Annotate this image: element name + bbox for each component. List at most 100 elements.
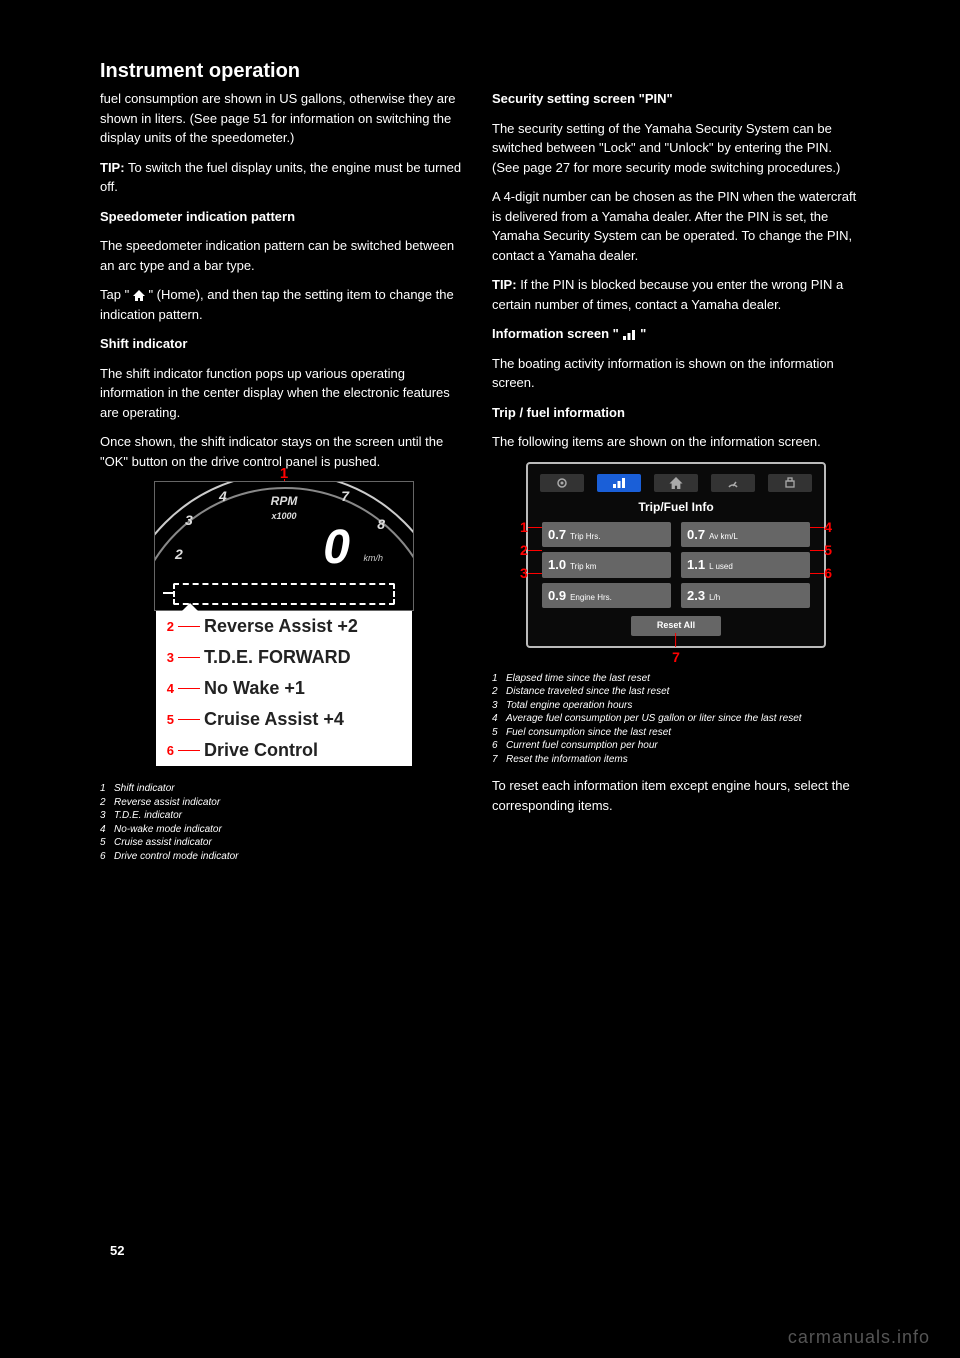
gauge-icon bbox=[726, 477, 740, 489]
caption-num: 4 bbox=[100, 823, 110, 837]
para: The following items are shown on the inf… bbox=[492, 432, 860, 452]
left-column: fuel consumption are shown in US gallons… bbox=[100, 89, 468, 863]
callout-num: 3 bbox=[160, 648, 174, 668]
rpm-text: RPM bbox=[271, 494, 298, 508]
callout-num: 3 bbox=[520, 563, 528, 584]
caption-num: 3 bbox=[492, 699, 502, 713]
list-text: T.D.E. FORWARD bbox=[204, 644, 351, 671]
tab-gauge[interactable] bbox=[711, 474, 755, 492]
caption-num: 1 bbox=[100, 782, 110, 796]
tick-7: 7 bbox=[341, 486, 349, 507]
callout-num: 2 bbox=[520, 540, 528, 561]
callout-num: 1 bbox=[520, 517, 528, 538]
para: The speedometer indication pattern can b… bbox=[100, 236, 468, 275]
tip: TIP: To switch the fuel display units, t… bbox=[100, 158, 468, 197]
callout-pointer bbox=[182, 603, 198, 611]
cell-lh[interactable]: 2.3L/h bbox=[681, 583, 810, 609]
shift-indicator-area bbox=[173, 583, 395, 605]
callout-num: 2 bbox=[160, 617, 174, 637]
screen-title: Trip/Fuel Info bbox=[538, 498, 814, 516]
callout-num: 5 bbox=[160, 710, 174, 730]
text: " ( bbox=[148, 287, 161, 302]
callout-num: 4 bbox=[824, 517, 832, 538]
cell-l-used[interactable]: 1.1 L used bbox=[681, 552, 810, 578]
para: A 4-digit number can be chosen as the PI… bbox=[492, 187, 860, 265]
cell-label: Engine Hrs. bbox=[570, 592, 612, 604]
list-row: 5 Cruise Assist +4 bbox=[156, 704, 412, 735]
caption-text: No-wake mode indicator bbox=[114, 823, 222, 837]
bars-icon bbox=[622, 330, 636, 340]
speed-unit: km/h bbox=[363, 552, 383, 566]
cell-label: L/h bbox=[709, 592, 720, 604]
caption-num: 4 bbox=[492, 712, 502, 726]
para: fuel consumption are shown in US gallons… bbox=[100, 89, 468, 148]
tick-2: 2 bbox=[175, 544, 183, 565]
tick-3: 3 bbox=[185, 510, 193, 531]
subhead-security-pin: Security setting screen "PIN" bbox=[492, 89, 860, 109]
cell-label: L used bbox=[709, 561, 733, 573]
text: Information screen " bbox=[492, 326, 619, 341]
callout-line bbox=[178, 657, 200, 658]
para: Tap " " (Home), and then tap the setting… bbox=[100, 285, 468, 324]
callout-4: 4 bbox=[810, 517, 832, 538]
list-text: Reverse Assist +2 bbox=[204, 613, 358, 640]
touchscreen: Trip/Fuel Info 0.7Trip Hrs. 0.7 Av km/L 1… bbox=[526, 462, 826, 648]
cell-value: 0.7 bbox=[687, 525, 705, 545]
list-row: 3 T.D.E. FORWARD bbox=[156, 642, 412, 673]
gauge-display: 2 3 4 7 8 RPM x1000 0 km/h bbox=[154, 481, 414, 611]
tab-info[interactable] bbox=[597, 474, 641, 492]
callout-line bbox=[675, 633, 676, 647]
subhead-shift-indicator: Shift indicator bbox=[100, 334, 468, 354]
caption-num: 6 bbox=[100, 850, 110, 864]
cell-value: 1.1 bbox=[687, 555, 705, 575]
section-title: Instrument operation bbox=[100, 60, 860, 83]
caption-num: 2 bbox=[100, 796, 110, 810]
cell-value: 0.9 bbox=[548, 586, 566, 606]
cell-trip-km[interactable]: 1.0Trip km bbox=[542, 552, 671, 578]
para: The boating activity information is show… bbox=[492, 354, 860, 393]
callout-3: 3 bbox=[520, 563, 542, 584]
home-icon bbox=[133, 290, 145, 301]
callout-line bbox=[178, 719, 200, 720]
callout-line bbox=[528, 550, 542, 551]
cell-label: Trip Hrs. bbox=[570, 531, 600, 543]
caption-text: Drive control mode indicator bbox=[114, 850, 239, 864]
cell-av-kml[interactable]: 0.7 Av km/L bbox=[681, 522, 810, 548]
caption-num: 6 bbox=[492, 739, 502, 753]
caption-text: Shift indicator bbox=[114, 782, 175, 796]
speed-value: 0 bbox=[323, 512, 348, 584]
caption-num: 1 bbox=[492, 672, 502, 686]
cell-engine-hrs[interactable]: 0.9 Engine Hrs. bbox=[542, 583, 671, 609]
right-column: Security setting screen "PIN" The securi… bbox=[492, 89, 860, 863]
tick-4: 4 bbox=[219, 486, 227, 507]
x1000-text: x1000 bbox=[271, 510, 298, 524]
home-icon-name: Home bbox=[161, 287, 196, 302]
caption-text: Total engine operation hours bbox=[506, 699, 632, 713]
shift-indicator-list: 2 Reverse Assist +2 3 T.D.E. FORWARD 4 N… bbox=[154, 611, 414, 768]
callout-line bbox=[810, 573, 824, 574]
tip-text: If the PIN is blocked because you enter … bbox=[492, 277, 843, 312]
para: To reset each information item except en… bbox=[492, 776, 860, 815]
callout-6: 6 bbox=[810, 563, 832, 584]
tab-settings[interactable] bbox=[540, 474, 584, 492]
tab-engine[interactable] bbox=[768, 474, 812, 492]
cell-trip-hrs[interactable]: 0.7Trip Hrs. bbox=[542, 522, 671, 548]
callout-line bbox=[528, 527, 542, 528]
watermark: carmanuals.info bbox=[788, 1327, 930, 1348]
tip-label: TIP: bbox=[100, 160, 125, 175]
caption-text: Cruise assist indicator bbox=[114, 836, 212, 850]
cell-value: 1.0 bbox=[548, 555, 566, 575]
callout-num: 7 bbox=[672, 647, 680, 668]
tip: TIP: If the PIN is blocked because you e… bbox=[492, 275, 860, 314]
text: " bbox=[640, 326, 646, 341]
subhead-trip-fuel: Trip / fuel information bbox=[492, 403, 860, 423]
callout-2: 2 bbox=[520, 540, 542, 561]
text: Tap " bbox=[100, 287, 129, 302]
cell-label: Av km/L bbox=[709, 531, 738, 543]
tip-text: To switch the fuel display units, the en… bbox=[100, 160, 461, 195]
rpm-label: RPM x1000 bbox=[271, 492, 298, 524]
list-text: Cruise Assist +4 bbox=[204, 706, 344, 733]
para: The security setting of the Yamaha Secur… bbox=[492, 119, 860, 178]
figure-trip-fuel-screen: Trip/Fuel Info 0.7Trip Hrs. 0.7 Av km/L 1… bbox=[516, 462, 836, 648]
tab-home[interactable] bbox=[654, 474, 698, 492]
